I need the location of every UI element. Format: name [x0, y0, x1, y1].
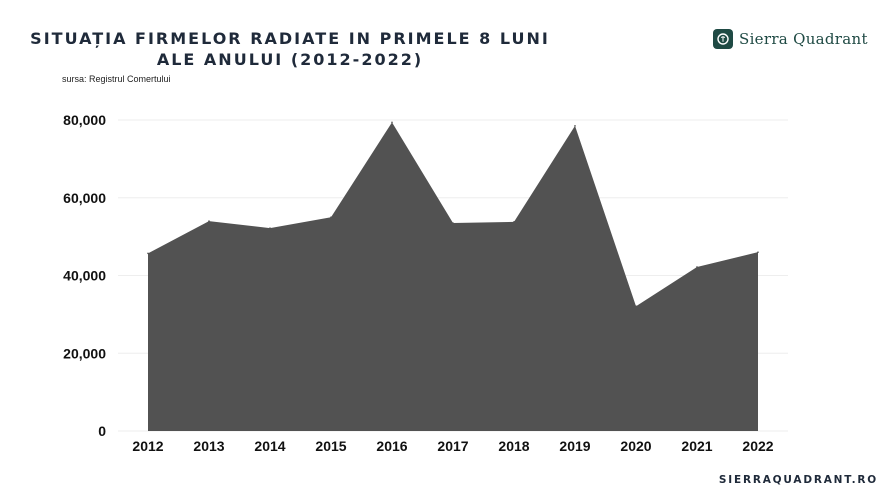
x-tick-label: 2020: [620, 438, 651, 454]
y-tick-label: 60,000: [63, 190, 106, 206]
x-tick-label: 2016: [376, 438, 407, 454]
area-series: [148, 122, 758, 432]
data-point: [208, 220, 210, 222]
y-tick-label: 80,000: [63, 112, 106, 128]
data-point: [513, 221, 515, 223]
data-point: [696, 266, 698, 268]
x-tick-label: 2012: [132, 438, 163, 454]
data-point: [574, 125, 576, 127]
data-point: [330, 216, 332, 218]
source-note: sursa: Registrul Comertului: [62, 74, 171, 84]
x-tick-label: 2014: [254, 438, 285, 454]
chart-title-line-1: SITUAȚIA FIRMELOR RADIATE IN PRIMELE 8 L…: [30, 29, 550, 48]
chart-title-line-2: ALE ANULUI (2012-2022): [156, 50, 424, 69]
data-point: [757, 251, 759, 253]
y-tick-label: 0: [98, 423, 106, 439]
x-tick-label: 2022: [742, 438, 773, 454]
x-tick-label: 2019: [559, 438, 590, 454]
chart-title: SITUAȚIA FIRMELOR RADIATE IN PRIMELE 8 L…: [30, 28, 550, 70]
x-tick-label: 2018: [498, 438, 529, 454]
brand-name: Sierra Quadrant: [739, 30, 868, 48]
data-point: [452, 222, 454, 224]
brand-logo: Sierra Quadrant: [713, 29, 868, 49]
x-tick-label: 2015: [315, 438, 346, 454]
x-tick-label: 2021: [681, 438, 712, 454]
sq-monogram-icon: [713, 29, 733, 49]
data-point: [391, 121, 393, 124]
y-tick-label: 40,000: [63, 268, 106, 284]
y-tick-label: 20,000: [63, 345, 106, 361]
data-point: [147, 252, 149, 255]
website-url: SIERRAQUADRANT.RO: [718, 474, 878, 486]
x-tick-label: 2017: [437, 438, 468, 454]
data-point: [635, 305, 637, 308]
x-tick-label: 2013: [193, 438, 224, 454]
data-point: [269, 227, 271, 229]
